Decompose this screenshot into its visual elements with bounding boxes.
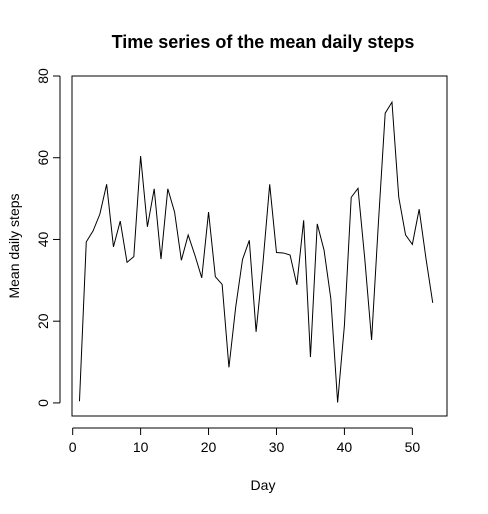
x-tick-label: 30 bbox=[269, 439, 285, 455]
x-tick-label: 40 bbox=[337, 439, 353, 455]
y-tick-label: 0 bbox=[35, 399, 51, 407]
chart-title: Time series of the mean daily steps bbox=[112, 32, 415, 52]
x-tick-label: 20 bbox=[201, 439, 217, 455]
x-axis-label: Day bbox=[251, 477, 276, 493]
x-axis: 0 10 20 30 40 50 bbox=[69, 427, 421, 455]
y-tick-label: 20 bbox=[35, 313, 51, 329]
x-tick-label: 10 bbox=[133, 439, 149, 455]
x-tick-label: 50 bbox=[405, 439, 421, 455]
y-tick-label: 40 bbox=[35, 231, 51, 247]
y-tick-label: 80 bbox=[35, 68, 51, 84]
plot-area-frame bbox=[71, 75, 448, 417]
x-tick-label: 0 bbox=[69, 439, 77, 455]
series-line bbox=[78, 100, 434, 403]
y-axis-label: Mean daily steps bbox=[6, 193, 22, 298]
y-axis: 0 20 40 60 80 bbox=[35, 68, 61, 407]
y-tick-label: 60 bbox=[35, 150, 51, 166]
